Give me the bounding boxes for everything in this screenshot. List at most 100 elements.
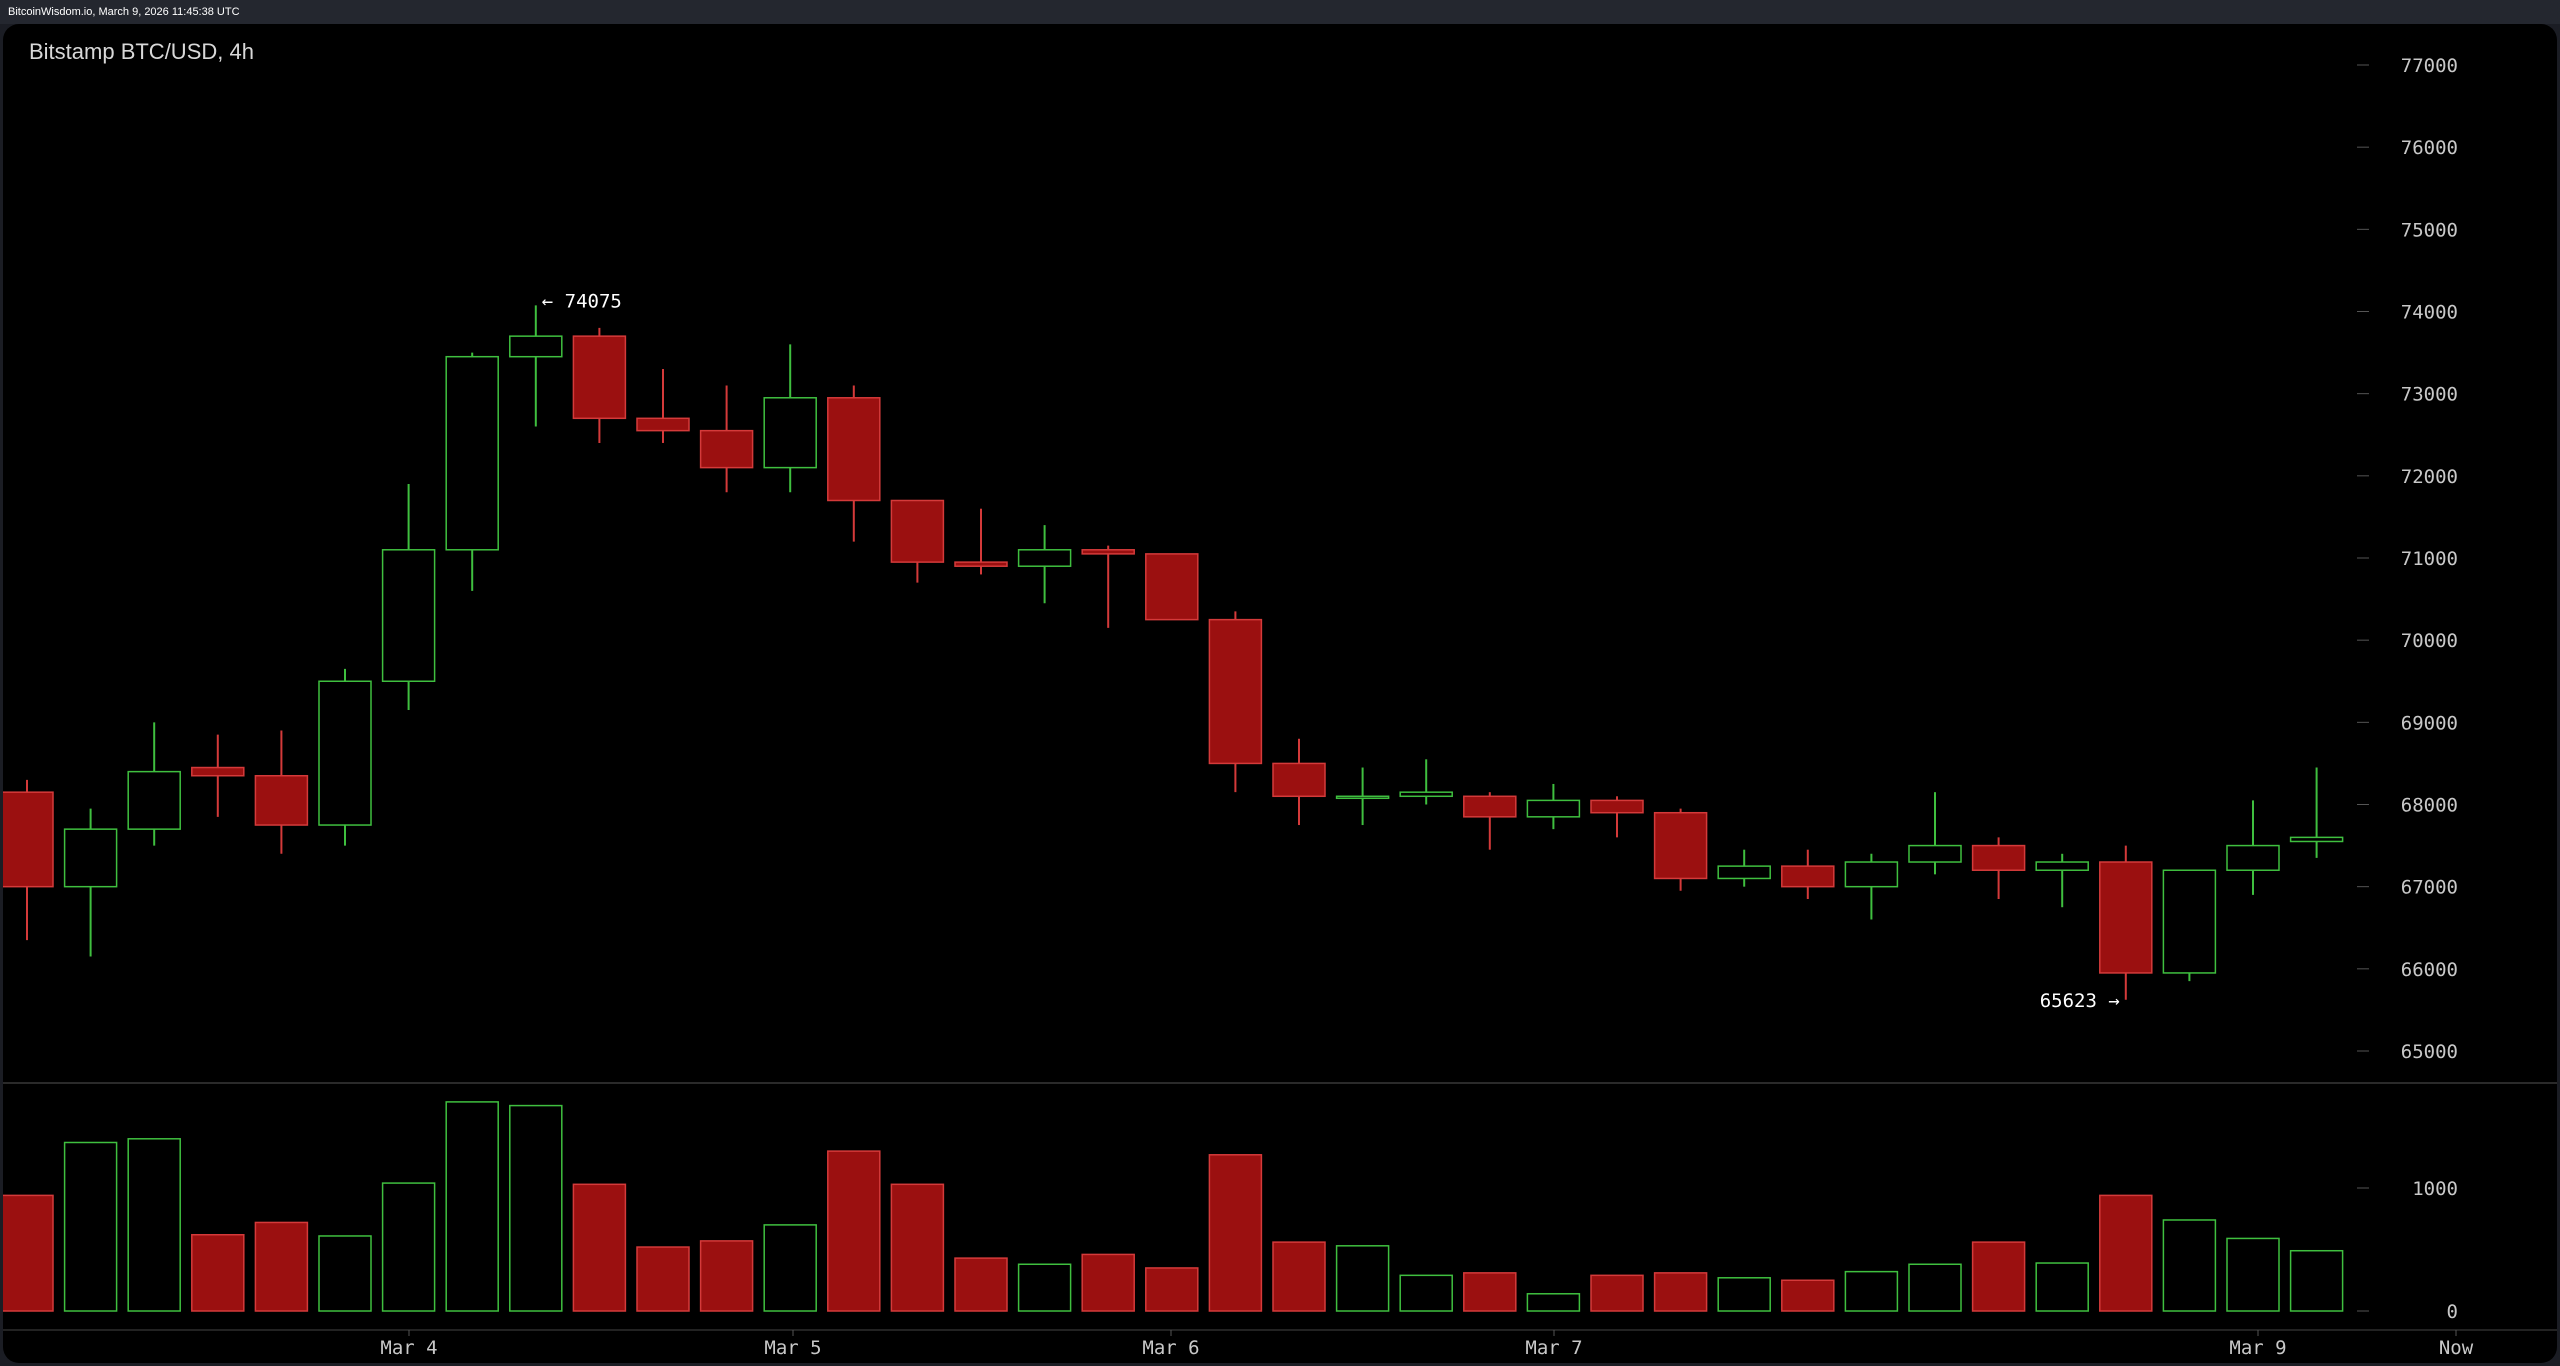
candle-body: [1463, 795, 1517, 818]
volume-bar: [2289, 1249, 2344, 1312]
chart-title: Bitstamp BTC/USD, 4h: [29, 39, 254, 64]
high-annotation: ← 74075: [542, 290, 622, 312]
candle-body: [63, 828, 118, 888]
volume-bar: [254, 1221, 309, 1312]
time-tick-label: Mar 4: [380, 1337, 437, 1359]
candle-body: [954, 561, 1008, 567]
price-tick-label: 74000: [2401, 302, 2458, 324]
candle: [1399, 759, 1453, 805]
volume-bar: [1081, 1253, 1135, 1312]
candle: [2289, 767, 2344, 858]
volume-tick-label: 1000: [2412, 1178, 2458, 1200]
time-tick-label: Mar 6: [1142, 1337, 1199, 1359]
volume-bar: [63, 1141, 118, 1312]
volume-bar: [318, 1235, 372, 1312]
candle-body: [1208, 618, 1263, 765]
volume-bar: [954, 1257, 1008, 1312]
volume-bar: [1017, 1263, 1072, 1312]
candle-body: [1272, 762, 1326, 798]
volume-bar: [763, 1224, 817, 1312]
price-tick-label: 72000: [2401, 466, 2458, 488]
price-tick-label: 70000: [2401, 630, 2458, 652]
candle-body: [572, 335, 627, 420]
volume-bar: [1145, 1267, 1199, 1312]
volume-bar: [1208, 1154, 1263, 1312]
source-caption: BitcoinWisdom.io, March 9, 2026 11:45:38…: [8, 6, 240, 18]
top-caption-bar: BitcoinWisdom.io, March 9, 2026 11:45:38…: [0, 0, 2560, 24]
volume-bar: [127, 1138, 181, 1312]
volume-bar: [1399, 1274, 1453, 1312]
candle: [191, 734, 245, 817]
candle: [3, 779, 54, 941]
time-tick-label: Mar 5: [764, 1337, 821, 1359]
volume-bar: [2226, 1237, 2280, 1312]
candle-body: [509, 335, 563, 358]
volume-bar: [2035, 1262, 2089, 1312]
candle-body: [636, 417, 690, 432]
candle: [254, 730, 309, 854]
candle: [572, 327, 627, 443]
volume-bar: [827, 1150, 881, 1312]
candle-body: [2099, 861, 2153, 974]
candle: [318, 668, 372, 846]
candle: [2035, 853, 2089, 908]
price-tick-label: 67000: [2401, 877, 2458, 899]
volume-bar: [1653, 1272, 1708, 1312]
candle-body: [3, 791, 54, 888]
candle: [1463, 792, 1517, 850]
candle-body: [254, 774, 309, 826]
volume-bar: [1908, 1263, 1962, 1312]
time-tick-label: Now: [2439, 1337, 2474, 1359]
volume-bar: [1971, 1241, 2026, 1312]
candle: [1081, 545, 1135, 628]
price-tick-label: 66000: [2401, 959, 2458, 981]
candle-body: [445, 355, 499, 551]
price-tick-label: 77000: [2401, 55, 2458, 77]
volume-bar: [2162, 1219, 2217, 1312]
volume-bar: [572, 1183, 627, 1312]
candle: [699, 385, 754, 493]
candle: [1335, 767, 1390, 826]
candle-body: [1017, 549, 1072, 567]
candle-body: [318, 680, 372, 826]
candle-body: [1844, 861, 1899, 888]
candle-body: [381, 549, 436, 682]
price-tick-label: 71000: [2401, 548, 2458, 570]
candle: [1717, 849, 1771, 887]
candle: [1781, 849, 1835, 899]
volume-bar: [1590, 1274, 1644, 1312]
candle-body: [890, 499, 945, 563]
volume-bar: [1781, 1279, 1835, 1312]
candle: [127, 722, 181, 846]
volume-bar: [445, 1101, 499, 1312]
candle-body: [763, 397, 817, 469]
candle: [636, 369, 690, 443]
price-tick-label: 69000: [2401, 712, 2458, 734]
volume-bar: [191, 1233, 245, 1312]
volume-bar: [636, 1246, 690, 1312]
candle-body: [1145, 553, 1199, 621]
candle: [509, 305, 563, 427]
candles: [3, 305, 2344, 1000]
volume-bars: [3, 1101, 2344, 1312]
price-tick-label: 68000: [2401, 795, 2458, 817]
time-axis: Mar 4 Mar 5 Mar 6 Mar 7 Mar 9 Now: [380, 1330, 2474, 1359]
price-tick-label: 73000: [2401, 384, 2458, 406]
candlestick-chart[interactable]: Bitstamp BTC/USD, 4h 77000 76000 75000 7400…: [3, 24, 2557, 1363]
candle-body: [1399, 791, 1453, 798]
candle-body: [1590, 799, 1644, 814]
candle-body: [2226, 844, 2280, 871]
candle: [2099, 845, 2153, 1000]
candle-body: [827, 397, 881, 502]
volume-bar: [1272, 1241, 1326, 1312]
candle: [1145, 553, 1199, 621]
volume-tick-label: 0: [2447, 1301, 2458, 1323]
candle: [1017, 525, 1072, 604]
chart-panel[interactable]: Bitstamp BTC/USD, 4h 77000 76000 75000 7400…: [3, 24, 2557, 1363]
candle-body: [2289, 836, 2344, 843]
volume-bar: [509, 1104, 563, 1312]
candle-body: [1717, 865, 1771, 880]
time-tick-label: Mar 9: [2229, 1337, 2286, 1359]
candle-body: [1971, 844, 2026, 871]
